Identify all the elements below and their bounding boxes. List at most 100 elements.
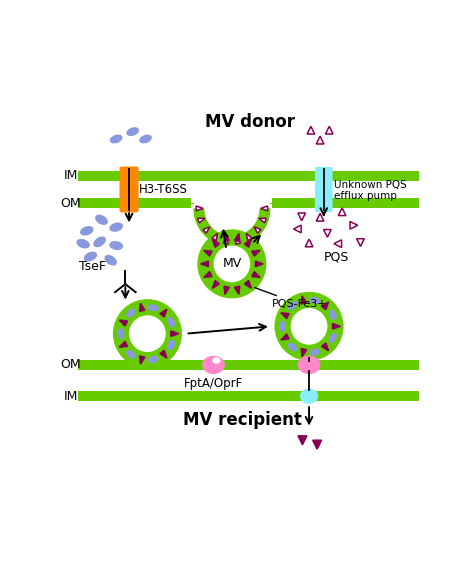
Polygon shape xyxy=(196,206,203,211)
Polygon shape xyxy=(316,213,324,221)
Polygon shape xyxy=(298,213,306,220)
Polygon shape xyxy=(235,286,240,295)
Text: OM: OM xyxy=(61,197,82,210)
Bar xyxy=(78,360,419,370)
FancyBboxPatch shape xyxy=(315,167,333,212)
Polygon shape xyxy=(204,250,212,256)
Polygon shape xyxy=(255,261,263,266)
Polygon shape xyxy=(160,309,167,317)
Polygon shape xyxy=(119,320,128,326)
Text: MV recipient: MV recipient xyxy=(183,411,302,429)
Text: H3-T6SS: H3-T6SS xyxy=(139,183,188,196)
FancyBboxPatch shape xyxy=(119,166,138,212)
Polygon shape xyxy=(254,227,261,233)
Polygon shape xyxy=(245,239,251,247)
Circle shape xyxy=(197,229,266,298)
Text: OM: OM xyxy=(61,359,82,372)
Polygon shape xyxy=(333,323,340,329)
Polygon shape xyxy=(212,239,219,247)
Text: Unknown PQS: Unknown PQS xyxy=(334,180,407,190)
Polygon shape xyxy=(212,280,219,288)
Ellipse shape xyxy=(148,356,159,363)
Polygon shape xyxy=(252,250,260,256)
Polygon shape xyxy=(259,218,266,223)
Circle shape xyxy=(274,292,344,361)
Text: FptA/OprF: FptA/OprF xyxy=(184,377,243,390)
Polygon shape xyxy=(316,136,324,144)
Ellipse shape xyxy=(104,255,117,266)
Ellipse shape xyxy=(139,135,152,143)
Polygon shape xyxy=(281,334,289,340)
Polygon shape xyxy=(171,331,179,336)
Ellipse shape xyxy=(118,328,125,339)
Polygon shape xyxy=(245,280,251,288)
Polygon shape xyxy=(252,272,260,278)
Ellipse shape xyxy=(298,356,320,374)
Polygon shape xyxy=(338,208,346,216)
Polygon shape xyxy=(321,343,328,350)
Polygon shape xyxy=(350,222,358,229)
Polygon shape xyxy=(224,233,229,242)
Text: efflux pump: efflux pump xyxy=(334,191,397,201)
Polygon shape xyxy=(193,208,271,247)
Ellipse shape xyxy=(202,356,225,374)
Circle shape xyxy=(129,315,166,352)
Polygon shape xyxy=(236,237,240,244)
Bar xyxy=(78,391,419,401)
Polygon shape xyxy=(321,302,328,310)
Ellipse shape xyxy=(310,349,320,356)
Polygon shape xyxy=(160,350,167,358)
Ellipse shape xyxy=(167,317,175,328)
Polygon shape xyxy=(201,261,209,266)
Polygon shape xyxy=(224,286,229,295)
Text: PQS: PQS xyxy=(324,250,349,263)
Text: IM: IM xyxy=(64,390,78,403)
Ellipse shape xyxy=(126,350,136,359)
Text: MV: MV xyxy=(222,258,242,270)
Bar xyxy=(78,171,419,181)
Polygon shape xyxy=(198,218,205,223)
Bar xyxy=(272,198,419,208)
Ellipse shape xyxy=(126,309,136,318)
Ellipse shape xyxy=(109,222,123,232)
Text: PQS-Fe3+: PQS-Fe3+ xyxy=(255,288,328,309)
Polygon shape xyxy=(139,356,145,364)
Polygon shape xyxy=(313,440,321,449)
Bar xyxy=(78,198,191,208)
Ellipse shape xyxy=(212,357,220,364)
Circle shape xyxy=(213,246,250,282)
Polygon shape xyxy=(356,239,365,246)
Text: TseF: TseF xyxy=(80,260,107,273)
Polygon shape xyxy=(324,229,331,237)
Ellipse shape xyxy=(148,304,159,312)
Polygon shape xyxy=(298,436,307,445)
Polygon shape xyxy=(334,240,342,248)
Ellipse shape xyxy=(300,389,318,404)
Ellipse shape xyxy=(329,333,337,343)
Polygon shape xyxy=(261,206,268,211)
Polygon shape xyxy=(246,233,252,240)
Ellipse shape xyxy=(80,226,93,236)
Ellipse shape xyxy=(76,239,90,249)
Text: MV donor: MV donor xyxy=(205,113,295,132)
Ellipse shape xyxy=(329,310,337,320)
Ellipse shape xyxy=(109,241,123,250)
Ellipse shape xyxy=(279,321,286,332)
Polygon shape xyxy=(235,233,240,242)
Polygon shape xyxy=(203,227,210,233)
Polygon shape xyxy=(305,239,313,247)
Polygon shape xyxy=(212,233,218,240)
Ellipse shape xyxy=(84,252,97,262)
Polygon shape xyxy=(326,126,333,134)
Ellipse shape xyxy=(93,236,106,247)
Polygon shape xyxy=(119,342,128,348)
Polygon shape xyxy=(307,126,315,134)
Ellipse shape xyxy=(167,340,175,350)
Circle shape xyxy=(113,299,182,368)
Polygon shape xyxy=(293,225,301,233)
Polygon shape xyxy=(301,296,307,304)
Polygon shape xyxy=(223,237,228,244)
Ellipse shape xyxy=(310,297,320,304)
Ellipse shape xyxy=(288,301,297,310)
Polygon shape xyxy=(204,272,212,278)
